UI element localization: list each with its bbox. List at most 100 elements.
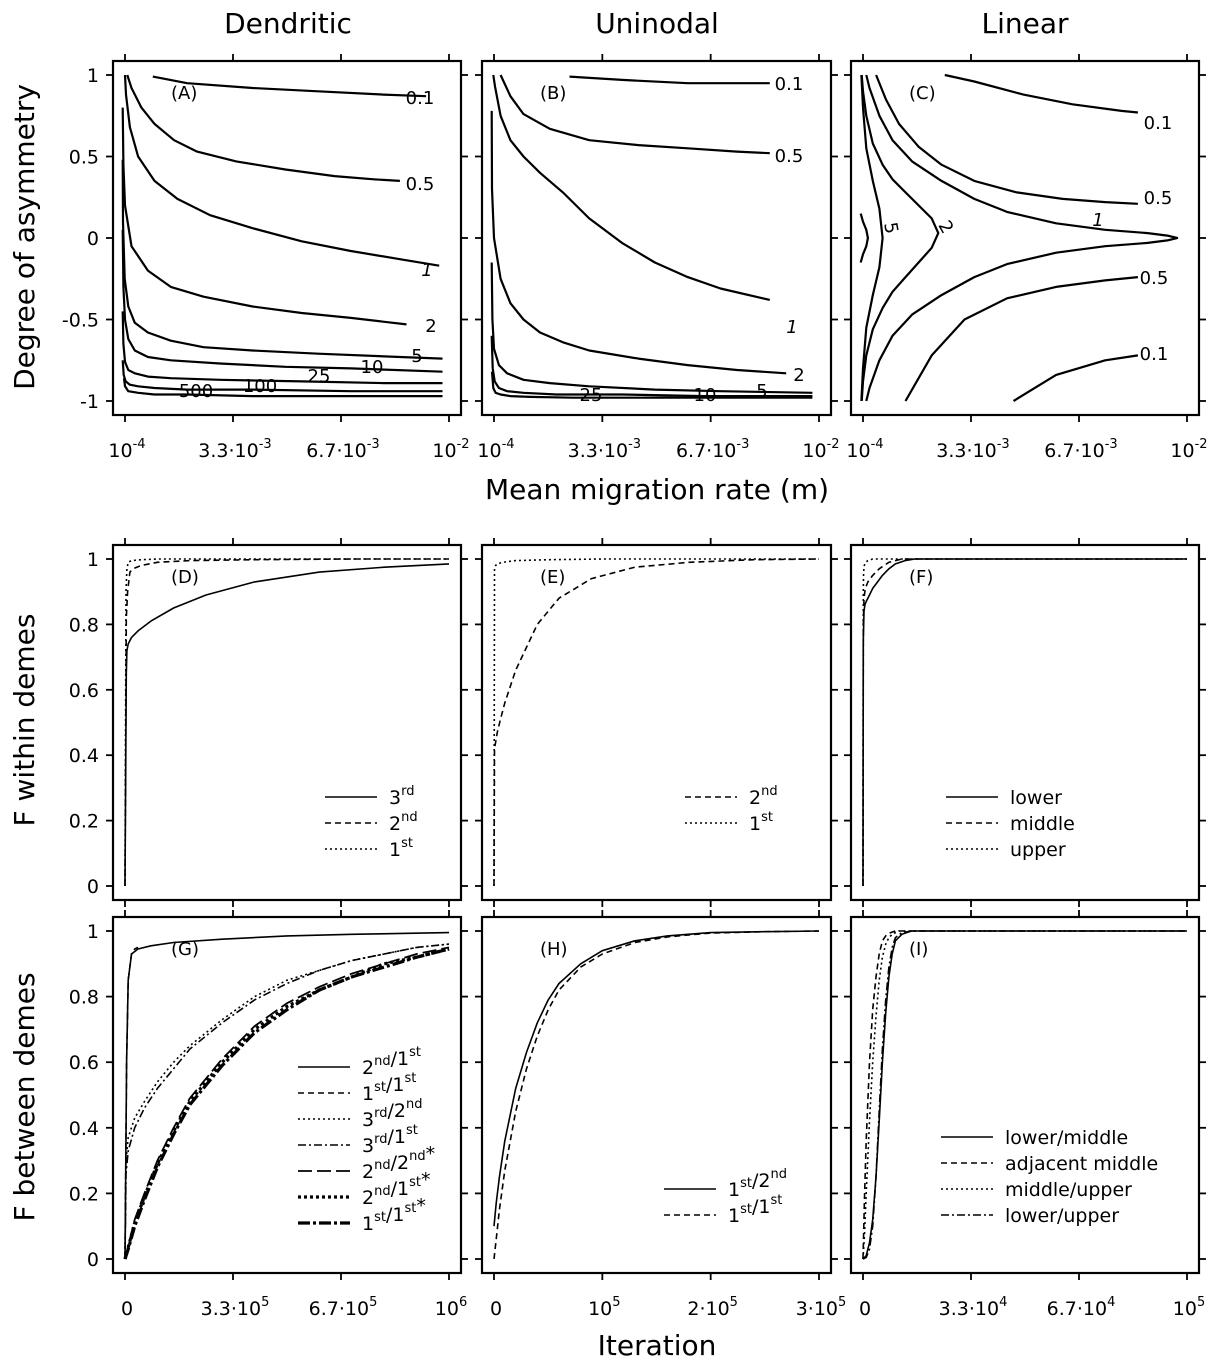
series-line-c-2 bbox=[865, 74, 1179, 402]
panel-c: (C)10-4 3.3·10-3 6.7·10-3 10-20.10.51250.50… bbox=[844, 54, 1208, 462]
y-tick-label: 0 bbox=[87, 876, 99, 898]
x-tick-label: 105 bbox=[1173, 1295, 1205, 1320]
contour-label: 5 bbox=[411, 346, 422, 367]
contour-label: 25 bbox=[308, 366, 331, 387]
x-tick-label: 6.7·10-3 bbox=[1044, 437, 1117, 462]
panel-label: (H) bbox=[540, 939, 568, 960]
legend-label: 3rd/2nd bbox=[362, 1097, 422, 1131]
x-tick-label: 10-2 bbox=[802, 437, 839, 462]
series-line-e-0 bbox=[493, 558, 820, 887]
series-line-f-1 bbox=[862, 558, 1187, 887]
series-line-c-5 bbox=[859, 213, 869, 263]
series-line-b-6 bbox=[490, 371, 813, 399]
series-line-g-6 bbox=[123, 947, 450, 1260]
x-tick-label: 0 bbox=[121, 1298, 133, 1320]
y-tick-label: 0.2 bbox=[69, 1183, 99, 1205]
x-tick-label: 0 bbox=[859, 1298, 871, 1320]
contour-label: 25 bbox=[580, 385, 603, 406]
contour-label: 0.5 bbox=[1140, 268, 1169, 289]
panel-frame bbox=[849, 915, 1201, 1275]
series-line-f-2 bbox=[862, 558, 1187, 887]
x-tick-label: 10-2 bbox=[1170, 437, 1207, 462]
x-tick-label: 3.3·104 bbox=[939, 1295, 1008, 1320]
panel-label: (D) bbox=[171, 567, 199, 588]
contour-label: 10 bbox=[361, 357, 384, 378]
y-tick-label: 0 bbox=[87, 228, 99, 250]
legend-label: lower/middle bbox=[1005, 1127, 1128, 1149]
legend-label: upper bbox=[1010, 839, 1066, 861]
legend-label: 3rd bbox=[389, 784, 414, 809]
column-title-dendritic: Dendritic bbox=[224, 7, 352, 40]
row3-xlabel: Iteration bbox=[598, 1329, 717, 1362]
series-line-a-7 bbox=[121, 360, 443, 393]
x-tick-label: 3·105 bbox=[796, 1295, 847, 1320]
series-line-d-2 bbox=[124, 558, 449, 887]
series-line-c-7 bbox=[1012, 354, 1139, 402]
series-line-c-4 bbox=[860, 74, 884, 402]
contour-label: 100 bbox=[243, 376, 277, 397]
row2-ylabel: F within demes bbox=[8, 614, 41, 827]
legend-label: 3rd/1st bbox=[362, 1123, 418, 1157]
legend-label: 1st/1st* bbox=[362, 1195, 426, 1235]
contour-label: 0.1 bbox=[1144, 113, 1173, 134]
legend-label: lower/upper bbox=[1005, 1205, 1119, 1227]
x-tick-label: 105 bbox=[588, 1295, 620, 1320]
legend-label: 2nd/1st bbox=[362, 1045, 421, 1079]
legend-label: 1st bbox=[389, 836, 413, 861]
series-line-a-2 bbox=[123, 74, 440, 267]
series-line-c-1 bbox=[875, 74, 1138, 205]
contour-label: 0.1 bbox=[1140, 344, 1169, 365]
row3-ylabel: F between demes bbox=[8, 972, 41, 1221]
x-tick-label: 10-4 bbox=[108, 437, 145, 462]
series-line-a-3 bbox=[121, 107, 407, 326]
panel-f: (F) lower middle upper bbox=[844, 538, 1206, 907]
contour-label: 1 bbox=[786, 317, 797, 338]
contour-label: 0.1 bbox=[406, 88, 435, 109]
legend-label: middle/upper bbox=[1005, 1179, 1132, 1201]
series-line-h-1 bbox=[493, 930, 820, 1260]
series-line-c-3 bbox=[860, 74, 940, 402]
x-tick-label: 6.7·105 bbox=[309, 1295, 378, 1320]
legend-label: middle bbox=[1010, 813, 1075, 835]
x-tick-label: 6.7·104 bbox=[1047, 1295, 1116, 1320]
contour-label: 0.5 bbox=[775, 146, 804, 167]
contour-label: 0.5 bbox=[1144, 188, 1173, 209]
series-line-g-1 bbox=[124, 946, 139, 1260]
x-tick-label: 6.7·10-3 bbox=[306, 437, 379, 462]
panel-label: (B) bbox=[540, 83, 566, 104]
panel-label: (G) bbox=[171, 939, 199, 960]
row1-xlabel: Mean migration rate (m) bbox=[485, 473, 829, 506]
y-tick-label: -0.5 bbox=[62, 310, 99, 332]
contour-label: 10 bbox=[694, 385, 717, 406]
series-line-a-6 bbox=[121, 311, 443, 385]
legend-label: 2nd/2nd* bbox=[362, 1143, 435, 1183]
y-tick-label: 1 bbox=[87, 549, 99, 571]
x-tick-label: 2·105 bbox=[687, 1295, 738, 1320]
series-line-i-3 bbox=[862, 930, 1187, 1260]
series-line-b-2 bbox=[492, 74, 771, 301]
contour-label: 0.5 bbox=[406, 174, 435, 195]
panel-frame bbox=[849, 543, 1201, 902]
panel-label: (I) bbox=[909, 939, 928, 960]
legend-label: 2nd bbox=[749, 784, 778, 809]
y-tick-label: 1 bbox=[87, 65, 99, 87]
panel-label: (E) bbox=[540, 567, 565, 588]
y-tick-label: 0 bbox=[87, 1249, 99, 1271]
panel-label: (A) bbox=[171, 83, 197, 104]
panel-g: (G) 1 0.8 0.6 0.4 0.2 0 0 3.3·105 6.7·105 106 2nd/1… bbox=[69, 910, 468, 1320]
y-tick-label: 1 bbox=[87, 921, 99, 943]
legend-label: 1st/1st bbox=[728, 1193, 782, 1227]
row1-ylabel: Degree of asymmetry bbox=[8, 84, 41, 390]
legend-label: 2nd/1st* bbox=[362, 1169, 430, 1209]
y-tick-label: 0.8 bbox=[69, 614, 99, 636]
series-line-b-0 bbox=[569, 75, 770, 85]
x-tick-label: 106 bbox=[435, 1295, 467, 1320]
column-title-linear: Linear bbox=[981, 7, 1069, 40]
contour-label: 2 bbox=[793, 365, 804, 386]
series-line-a-8 bbox=[122, 378, 443, 398]
x-tick-label: 6.7·10-3 bbox=[676, 437, 749, 462]
